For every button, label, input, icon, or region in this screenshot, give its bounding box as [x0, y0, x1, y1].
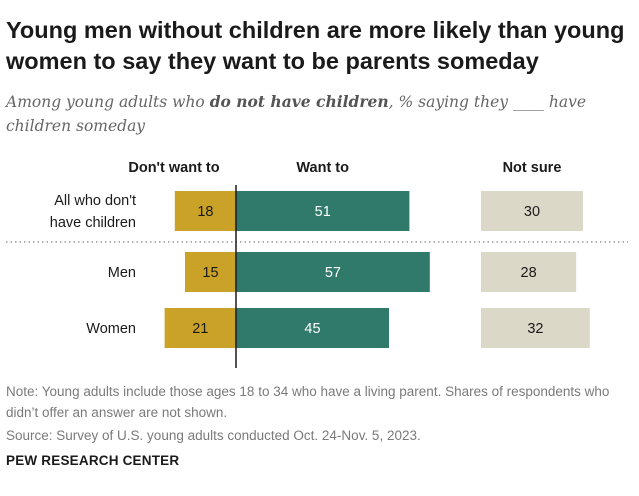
value-label-not-sure-women: 32: [527, 321, 543, 337]
bar-not-sure-men: [481, 252, 577, 292]
subtitle-text-end: , % saying they ____ have children somed…: [6, 93, 587, 135]
value-label-want-women: 45: [304, 321, 320, 337]
legend-want-to: Want to: [296, 160, 349, 176]
subtitle-text-bold: do not have children: [209, 92, 389, 111]
value-label-dont-want-women: 21: [192, 321, 208, 337]
value-label-want-all-who-don-t-have-children: 51: [315, 204, 331, 220]
category-label-all-who-don-t-have-children: All who don't have children: [50, 193, 136, 231]
category-label-women: Women: [86, 321, 136, 337]
bar-want-women: [236, 308, 389, 348]
bar-not-sure-women: [481, 308, 590, 348]
bar-dont-want-women: [164, 308, 236, 348]
chart-subtitle: Among young adults who do not have child…: [6, 90, 631, 138]
bar-not-sure-all-who-don-t-have-children: [481, 191, 583, 231]
legend-don-t-want-to: Don't want to: [128, 160, 219, 176]
bar-want-men: [236, 252, 430, 292]
chart-source: Source: Survey of U.S. young adults cond…: [6, 428, 421, 443]
value-label-dont-want-all-who-don-t-have-children: 18: [197, 204, 213, 220]
value-label-dont-want-men: 15: [202, 265, 218, 281]
subtitle-text-start: Among young adults who: [6, 93, 210, 111]
bar-dont-want-all-who-don-t-have-children: [174, 191, 236, 231]
bar-dont-want-men: [185, 252, 236, 292]
value-label-not-sure-men: 28: [521, 265, 537, 281]
pew-research-center-logo: PEW RESEARCH CENTER: [6, 453, 180, 468]
diverging-bar-chart: Don't want to Want to Not sure All who don'…: [6, 160, 628, 368]
value-label-not-sure-all-who-don-t-have-children: 30: [524, 204, 540, 220]
chart-title: Young men without children are more like…: [6, 17, 625, 74]
legend-not-sure: Not sure: [503, 160, 562, 176]
chart-note: Note: Young adults include those ages 18…: [6, 384, 610, 420]
value-label-want-men: 57: [325, 265, 341, 281]
bar-want-all-who-don-t-have-children: [236, 191, 410, 231]
category-label-men: Men: [108, 265, 136, 281]
